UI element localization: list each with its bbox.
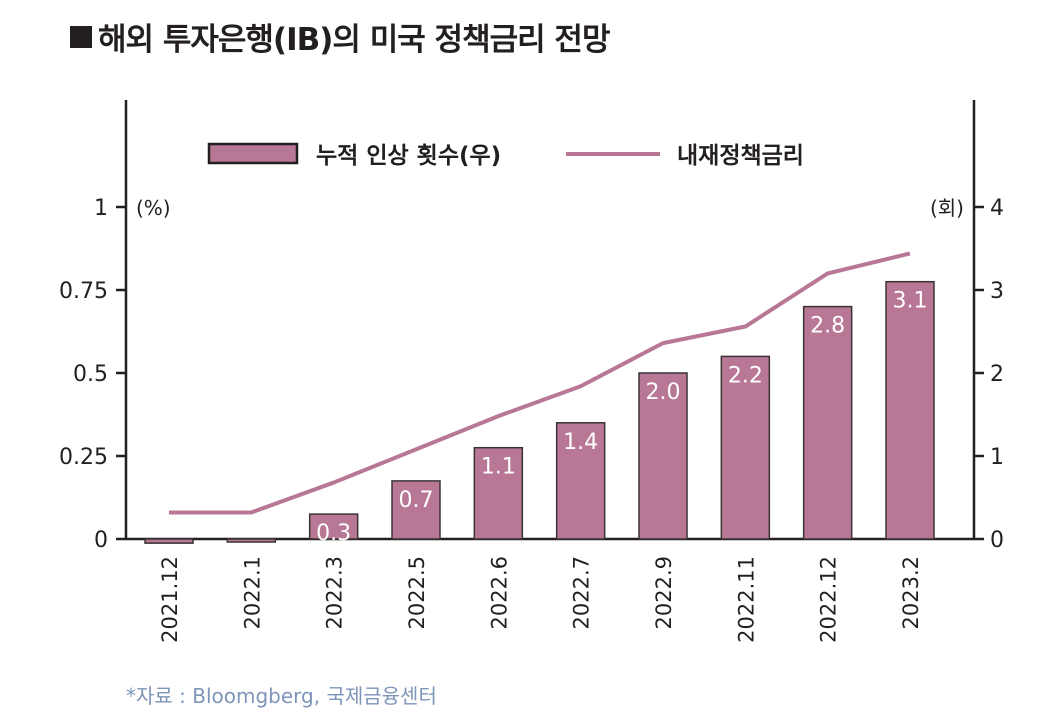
bar-value-label: 3.1 [893,289,928,314]
right-tick-label: 2 [990,362,1004,387]
left-tick-label: 0.25 [59,445,108,470]
bar [802,305,853,540]
bar-value-label: 2.8 [810,314,845,339]
legend-bar-swatch [207,142,299,165]
bar [308,513,359,540]
right-tick-label: 0 [990,528,1004,553]
x-tick-label: 2022.9 [652,556,676,629]
chart-title: 해외 투자은행(IB)의 미국 정책금리 전망 [70,14,610,59]
bar [720,355,771,540]
line-series [169,251,911,515]
legend: 누적 인상 횟수(우) 내재정책금리 [207,142,804,169]
x-tick-label: 2022.5 [405,556,429,629]
bar-value-label: 2.2 [728,363,763,388]
left-tick-label: 0.5 [73,362,108,387]
legend-line-label: 내재정책금리 [677,143,804,169]
x-tick-label: 2023.2 [899,556,923,629]
x-tick-label: 2022.6 [487,556,511,629]
x-tick-label: 2022.11 [734,556,758,643]
bar [473,446,524,540]
bar-value-label: 0.7 [399,488,434,513]
left-tick-label: 0.75 [59,279,108,304]
x-tick-label: 2022.7 [570,556,594,629]
left-axis-unit: (%) [136,196,171,220]
bar [391,480,441,540]
bar-series [144,280,935,544]
bar-value-label: 0.3 [316,521,351,546]
chart-title-text: 해외 투자은행(IB)의 미국 정책금리 전망 [98,22,610,58]
x-tick-label: 2022.1 [240,556,264,629]
bar-value-label: 1.4 [563,430,598,455]
bar-value-label: 1.1 [481,455,516,480]
x-tick-label: 2022.12 [817,556,841,643]
bar [885,280,935,540]
bar [226,538,277,543]
source-note: *자료 : Bloomgberg, 국제금융센터 [126,684,437,708]
bar [555,422,606,540]
bar-labels: 0.3 0.7 1.1 1.4 2.0 2.2 2.8 3.1 [316,289,927,546]
left-tick-label: 1 [94,196,108,221]
line-path [169,251,911,515]
bar-value-label: 2.0 [646,380,681,405]
right-tick-label: 1 [990,445,1004,470]
title-square-icon [70,26,92,48]
bar [144,538,194,544]
right-tick-label: 4 [990,196,1004,221]
axes: 0 0.25 0.5 0.75 1 0 1 2 3 4 (%) (회) [59,100,1004,553]
x-tick-label: 2022.3 [323,556,347,629]
legend-bar-label: 누적 인상 횟수(우) [316,143,501,169]
left-tick-label: 0 [94,528,108,553]
x-tick-label: 2021.12 [158,556,182,643]
bar [638,372,688,540]
right-axis-unit: (회) [930,196,964,220]
right-tick-label: 3 [990,279,1004,304]
x-axis-labels: 2021.12 2022.1 2022.3 2022.5 2022.6 2022.7 202… [158,556,923,643]
